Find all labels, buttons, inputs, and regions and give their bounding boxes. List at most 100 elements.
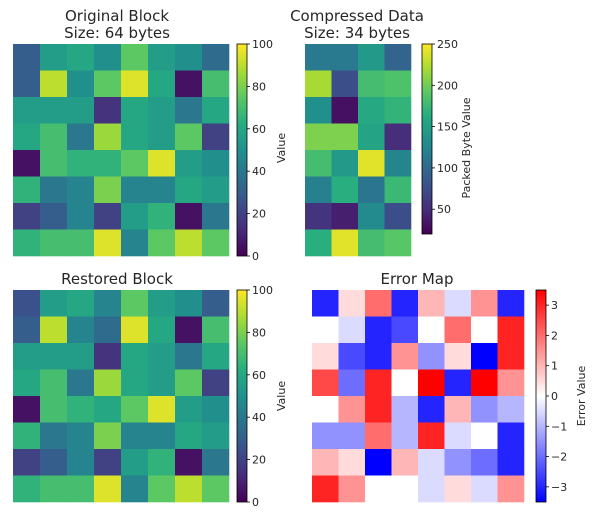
heatmap-cell-compressed-data-r2-c1: [331, 97, 359, 124]
heatmap-cell-restored-block-r6-c7: [202, 449, 230, 476]
heatmap-cell-original-block-r7-c6: [175, 229, 203, 257]
heatmap-cell-compressed-data-r5-c1: [331, 176, 359, 204]
heatmap-cell-restored-block-r5-c7: [202, 422, 230, 450]
colorbar-label-error-map: Error Value: [575, 366, 588, 427]
heatmap-cell-restored-block-r4-c0: [13, 396, 41, 423]
heatmap-cell-original-block-r5-c6: [175, 176, 203, 204]
heatmap-cell-error-map-r3-c6: [471, 369, 498, 397]
heatmap-cell-restored-block-r3-c4: [121, 369, 149, 397]
heatmap-cell-restored-block-r5-c1: [40, 422, 68, 450]
heatmap-cell-compressed-data-r2-c3: [384, 97, 412, 124]
heatmap-cell-error-map-r5-c2: [365, 422, 392, 450]
heatmap-cell-restored-block-r2-c0: [13, 343, 41, 370]
heatmap-cell-error-map-r4-c7: [497, 396, 525, 423]
heatmap-cell-compressed-data-r3-c2: [358, 123, 385, 151]
colorbar-label-original-block: Value: [275, 133, 288, 163]
heatmap-cell-restored-block-r5-c2: [67, 422, 95, 450]
heatmap-cell-error-map-r0-c4: [418, 290, 445, 317]
heatmap-cell-compressed-data-r3-c0: [305, 123, 332, 151]
heatmap-cell-original-block-r7-c1: [40, 229, 68, 257]
heatmap-cell-error-map-r0-c7: [497, 290, 525, 317]
heatmap-cell-restored-block-r5-c0: [13, 422, 41, 450]
heatmap-cell-error-map-r3-c0: [312, 369, 339, 397]
heatmap-cell-restored-block-r4-c6: [175, 396, 203, 423]
heatmap-cell-restored-block-r7-c2: [67, 475, 95, 503]
heatmap-cell-original-block-r5-c7: [202, 176, 230, 204]
heatmap-cell-restored-block-r4-c1: [40, 396, 68, 423]
colorbar-tick-label-error-map-1: −2: [551, 451, 567, 464]
heatmap-cell-error-map-r7-c7: [497, 475, 525, 503]
heatmap-cell-restored-block-r7-c1: [40, 475, 68, 503]
heatmap-cell-error-map-r5-c0: [312, 422, 339, 450]
title-original-block: Original Block: [65, 7, 169, 25]
colorbar-gradient-compressed-data: [421, 43, 433, 235]
heatmap-cell-error-map-r4-c4: [418, 396, 445, 423]
heatmap-cell-error-map-r5-c3: [391, 422, 419, 450]
heatmap-cell-restored-block-r3-c5: [148, 369, 176, 397]
heatmap-cell-restored-block-r7-c5: [148, 475, 176, 503]
colorbar-tick-label-original-block-5: 100: [252, 38, 273, 51]
colorbar-tick-label-original-block-3: 60: [252, 123, 266, 136]
heatmap-cell-original-block-r2-c5: [148, 97, 176, 124]
heatmap-cell-compressed-data-r0-c0: [305, 44, 332, 71]
heatmap-cell-original-block-r0-c2: [67, 44, 95, 71]
heatmap-cell-original-block-r5-c2: [67, 176, 95, 204]
heatmap-cell-original-block-r6-c4: [121, 203, 149, 230]
colorbar-tick-label-compressed-data-1: 100: [437, 162, 458, 175]
heatmap-cell-original-block-r0-c5: [148, 44, 176, 71]
heatmap-cell-original-block-r1-c3: [94, 70, 122, 98]
heatmap-cell-error-map-r5-c7: [497, 422, 525, 450]
heatmap-cell-error-map-r1-c7: [497, 316, 525, 344]
heatmap-cell-original-block-r5-c0: [13, 176, 41, 204]
title-compressed-data: Compressed Data: [290, 7, 424, 25]
heatmap-cell-original-block-r7-c5: [148, 229, 176, 257]
heatmap-cell-restored-block-r3-c7: [202, 369, 230, 397]
heatmap-cell-error-map-r6-c1: [338, 449, 366, 476]
heatmap-cell-restored-block-r6-c5: [148, 449, 176, 476]
colorbar-tick-label-error-map-4: 1: [551, 360, 558, 373]
heatmap-cell-restored-block-r3-c2: [67, 369, 95, 397]
heatmap-cell-restored-block-r4-c2: [67, 396, 95, 423]
panel-restored-block: Restored Block 0 20 40 60 80 100 Value: [13, 270, 288, 509]
heatmap-cell-original-block-r3-c0: [13, 123, 41, 151]
heatmap-cell-error-map-r1-c3: [391, 316, 419, 344]
heatmap-cell-original-block-r4-c0: [13, 150, 41, 177]
heatmap-cell-restored-block-r2-c3: [94, 343, 122, 370]
heatmap-cell-restored-block-r0-c5: [148, 290, 176, 317]
heatmap-cell-error-map-r2-c3: [391, 343, 419, 370]
heatmap-cell-compressed-data-r4-c2: [358, 150, 385, 177]
heatmap-cell-original-block-r3-c5: [148, 123, 176, 151]
heatmap-cell-original-block-r2-c3: [94, 97, 122, 124]
heatmap-cell-restored-block-r3-c1: [40, 369, 68, 397]
heatmap-cell-original-block-r2-c0: [13, 97, 41, 124]
colorbar-gradient-original-block: [236, 43, 248, 257]
heatmap-cell-restored-block-r4-c3: [94, 396, 122, 423]
heatmap-cell-error-map-r6-c6: [471, 449, 498, 476]
heatmap-cell-error-map-r1-c6: [471, 316, 498, 344]
heatmap-cell-compressed-data-r7-c3: [384, 229, 412, 257]
heatmap-cell-error-map-r4-c1: [338, 396, 366, 423]
heatmap-cell-original-block-r6-c3: [94, 203, 122, 230]
colorbar-tick-label-error-map-2: −1: [551, 420, 567, 433]
heatmap-cell-original-block-r7-c4: [121, 229, 149, 257]
heatmap-cell-restored-block-r1-c2: [67, 316, 95, 344]
colorbar-gradient-error-map: [535, 289, 547, 503]
colorbar-tick-label-original-block-0: 0: [252, 250, 259, 263]
heatmap-cell-compressed-data-r3-c1: [331, 123, 359, 151]
colorbar-tick-label-restored-block-1: 20: [252, 454, 266, 467]
colorbar-restored-block: 0 20 40 60 80 100: [236, 284, 273, 509]
heatmap-cell-error-map-r0-c2: [365, 290, 392, 317]
heatmap-cell-compressed-data-r6-c3: [384, 203, 412, 230]
heatmap-cell-error-map-r0-c0: [312, 290, 339, 317]
heatmap-cell-error-map-r7-c5: [444, 475, 472, 503]
heatmap-cell-compressed-data-r0-c3: [384, 44, 412, 71]
colorbar-gradient-restored-block: [236, 289, 248, 503]
heatmap-cell-compressed-data-r1-c2: [358, 70, 385, 98]
heatmap-cell-restored-block-r6-c4: [121, 449, 149, 476]
colorbar-tick-label-compressed-data-2: 150: [437, 121, 458, 134]
heatmap-cell-error-map-r2-c1: [338, 343, 366, 370]
heatmap-cell-error-map-r7-c0: [312, 475, 339, 503]
heatmap-cell-original-block-r2-c4: [121, 97, 149, 124]
heatmap-cell-original-block-r3-c1: [40, 123, 68, 151]
colorbar-tick-label-original-block-4: 80: [252, 80, 266, 93]
